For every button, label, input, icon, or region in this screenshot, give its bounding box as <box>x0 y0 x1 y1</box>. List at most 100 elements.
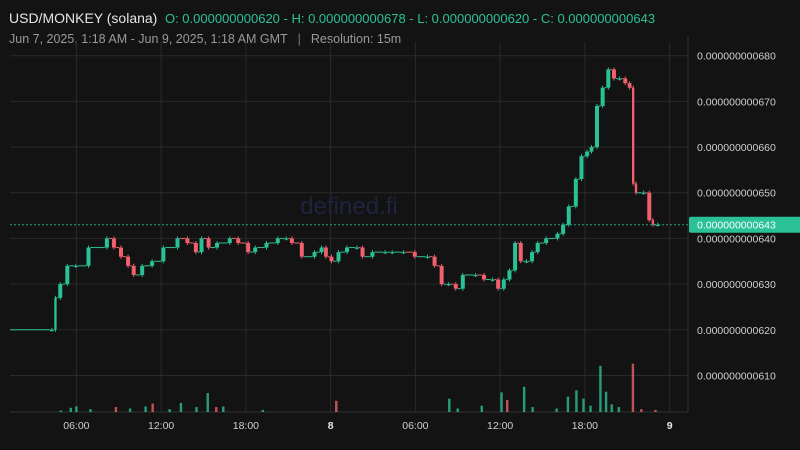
candle-body <box>412 252 417 257</box>
candle-body <box>126 256 131 266</box>
x-tick-label: 18:00 <box>572 420 598 432</box>
candle-body <box>370 252 375 257</box>
candle-body <box>585 151 590 157</box>
candle-body <box>215 242 220 248</box>
candle-body <box>175 238 180 248</box>
volume-bar <box>500 392 503 412</box>
candle-body <box>473 274 478 277</box>
candle-body <box>641 192 646 194</box>
volume-bar <box>179 402 183 412</box>
candle-body <box>655 224 660 226</box>
candle-body <box>647 192 652 221</box>
candle-body <box>345 247 349 253</box>
candle-body <box>453 284 458 289</box>
watermark-text: defined.fi <box>300 193 397 220</box>
candle-body <box>573 179 578 207</box>
candle-body <box>482 274 487 280</box>
volume-bar <box>128 408 132 412</box>
x-tick-label: 12:00 <box>487 420 513 432</box>
candle-body <box>432 256 437 266</box>
volume-bar <box>195 407 198 412</box>
candle-body <box>319 247 324 253</box>
candle-body <box>264 242 269 248</box>
volume-bar <box>631 363 635 412</box>
candle-body <box>58 284 63 298</box>
volume-bar <box>222 406 225 412</box>
candle-body <box>425 256 430 258</box>
symbol-title: USD/MONKEY (solana) <box>9 10 158 26</box>
candle-body <box>439 265 444 285</box>
candle-body <box>651 220 655 225</box>
candle-body <box>119 247 123 257</box>
candle-body <box>65 265 70 285</box>
volume-bar <box>506 400 509 412</box>
candle-body <box>73 265 78 268</box>
candle-body <box>299 242 304 257</box>
candle-body <box>460 274 465 289</box>
y-tick-label: 0.000000000650 <box>697 188 776 200</box>
volume-bar <box>69 407 72 412</box>
y-tick-label: 0.000000000610 <box>697 370 776 382</box>
candle-body <box>617 78 622 80</box>
volume-bar <box>144 406 147 412</box>
candle-body <box>606 69 611 88</box>
candle-body <box>324 247 328 257</box>
candle-body <box>275 238 280 243</box>
volume-bar <box>215 407 218 412</box>
volume-bar <box>566 396 570 412</box>
volume-bar <box>599 365 602 412</box>
candle-body <box>206 238 211 248</box>
candle-body <box>336 252 341 262</box>
volume-bar <box>582 398 585 412</box>
candle-body <box>246 242 251 253</box>
volume-bar <box>654 409 657 412</box>
y-tick-label: 0.000000000680 <box>697 51 776 63</box>
volume-bar <box>480 405 483 412</box>
chart-header: USD/MONKEY (solana) O: 0.000000000620 - … <box>9 10 655 26</box>
candle-body <box>566 206 571 225</box>
candle-body <box>289 238 294 243</box>
volume-bar <box>640 409 643 412</box>
candle-body <box>199 238 204 253</box>
candle-body <box>496 279 501 289</box>
y-tick-label: 0.000000000620 <box>697 325 776 337</box>
candle-body <box>140 265 145 275</box>
y-tick-label: 0.000000000670 <box>697 96 776 108</box>
x-tick-label: 06:00 <box>63 420 89 432</box>
candle-body <box>632 87 635 184</box>
ohlc-readout: O: 0.000000000620 - H: 0.000000000678 - … <box>164 11 656 26</box>
volume-bar <box>59 410 63 412</box>
volume-bar <box>89 409 92 412</box>
candle-body <box>161 247 166 262</box>
y-tick-label: 0.000000000640 <box>697 233 776 245</box>
y-tick-label: 0.000000000660 <box>697 142 776 154</box>
x-tick-label: 12:00 <box>148 420 174 432</box>
candle-body <box>227 238 232 243</box>
candle-body <box>401 252 406 254</box>
candle-body <box>193 242 198 253</box>
candle-body <box>111 238 116 248</box>
candle-body <box>513 242 518 271</box>
candle-body <box>634 183 638 193</box>
candle-body <box>623 78 628 84</box>
candle-body <box>150 261 155 266</box>
candle-body <box>507 270 512 280</box>
y-tick-label: 0.000000000630 <box>697 279 776 291</box>
volume-bar <box>555 408 558 412</box>
candle-body <box>86 247 91 266</box>
volume-bar <box>114 407 118 412</box>
candle-body <box>383 252 388 254</box>
candle-body <box>284 238 289 240</box>
volume-bar <box>456 408 459 412</box>
volume-bar <box>151 403 154 412</box>
candle-body <box>530 252 535 262</box>
x-tick-label: 8 <box>328 420 334 432</box>
x-tick-label: 18:00 <box>233 420 259 432</box>
last-price-label: 0.000000000643 <box>697 220 776 232</box>
candle-body <box>54 297 57 330</box>
candle-body <box>501 279 506 289</box>
volume-bar <box>448 398 451 412</box>
candle-body <box>390 252 395 254</box>
chart-subheader: Jun 7, 2025, 1:18 AM - Jun 9, 2025, 1:18… <box>9 32 401 46</box>
